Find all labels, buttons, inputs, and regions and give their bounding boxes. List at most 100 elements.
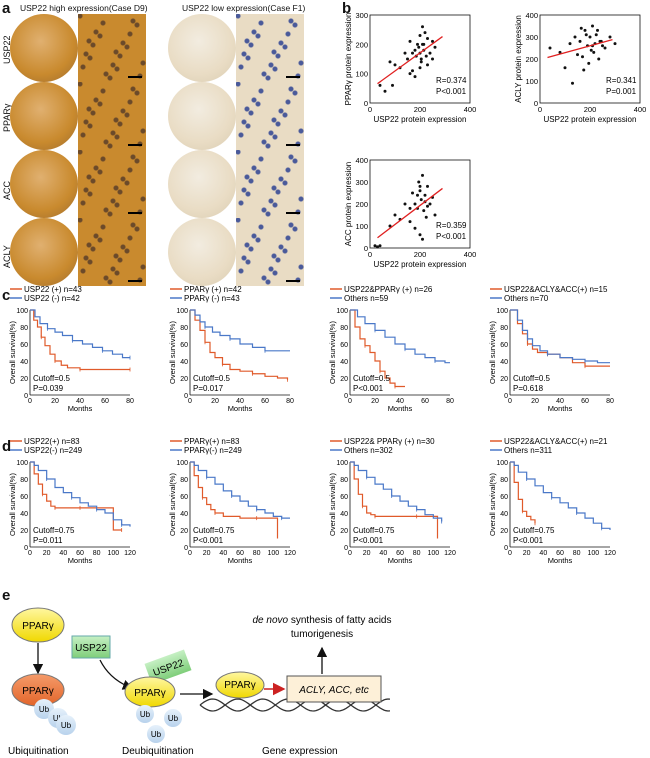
y-tick-label: 0 (24, 393, 28, 400)
x-tick-label: 80 (573, 550, 581, 557)
y-tick-label: 20 (500, 528, 508, 535)
scatter-point (431, 39, 434, 43)
scatter-plot-1: 0 200 400 0 100 200 300 USP22 protein expressio… (344, 11, 476, 124)
y-tick-label: 0 (364, 99, 368, 108)
panel-label-d: d (2, 438, 12, 455)
y-tick-label: 40 (340, 359, 348, 366)
x-tick-label: 80 (606, 398, 614, 405)
x-tick-label: 20 (523, 550, 531, 557)
scatter-point (589, 48, 593, 52)
y-tick-label: 20 (180, 376, 188, 383)
ihc-high-zoom-acc (78, 150, 146, 218)
y-tick-label: 20 (500, 376, 508, 383)
cutoff-label: Cutoff=0.5 (193, 374, 231, 383)
scatter-point (417, 180, 421, 184)
y-tick-label: 0 (184, 393, 188, 400)
y-axis-label: Overall survival(%) (168, 473, 177, 536)
legend-series-2: PPARγ (-) n=43 (184, 294, 240, 303)
y-tick-label: 0 (364, 244, 368, 253)
x-tick-label: 0 (28, 398, 32, 405)
scatter-point (571, 81, 574, 85)
y-axis-label: Overall survival(%) (488, 321, 497, 384)
x-tick-label: 100 (267, 550, 279, 557)
scatter-point (417, 45, 421, 49)
y-tick-label: 60 (180, 342, 188, 349)
scatter-point (421, 25, 424, 29)
scatter-point (419, 57, 423, 61)
scatter-point (431, 57, 434, 61)
y-tick-label: 40 (340, 511, 348, 518)
scatter-point (418, 189, 422, 193)
y-tick-label: 400 (355, 156, 368, 165)
ihc-high-core-pparγ (10, 82, 78, 150)
scatter-point (422, 209, 426, 213)
scatter-point (376, 245, 379, 249)
y-tick-label: 40 (20, 359, 28, 366)
ihc-high-core-usp22 (10, 14, 78, 82)
scatter-frame (539, 14, 641, 104)
y-axis-label: PPARγ protein expression (344, 13, 353, 106)
ub-label-2: Ub (53, 714, 64, 723)
ihc-high-zoom-usp22 (78, 14, 146, 82)
survival-plot: 0 20 40 60 80 100 0 20 40 60 80 100 120 Months Overall… (488, 437, 616, 565)
scatter-point (426, 204, 429, 208)
survival-plot: 0 20 40 60 80 100 0 20 40 60 80 Months Overall survi… (328, 285, 454, 413)
y-tick-label: 0 (344, 545, 348, 552)
y-tick-label: 80 (500, 477, 508, 484)
y-tick-label: 80 (20, 325, 28, 332)
pparg-label-bound: PPARγ (224, 680, 256, 691)
pparg-node-top (11, 607, 65, 643)
x-tick-label: 0 (188, 398, 192, 405)
survival-plot: 0 20 40 60 80 100 0 20 40 60 80 Months Overall survi… (488, 285, 614, 413)
x-tick-label: 0 (368, 250, 372, 259)
x-tick-label: 80 (253, 550, 261, 557)
x-tick-label: 40 (396, 398, 404, 405)
legend-series-2: Others n=311 (504, 446, 553, 455)
legend-series-1: USP22(+) n=83 (24, 437, 80, 446)
correlation-p: P<0.001 (436, 87, 467, 96)
y-tick-label: 80 (340, 477, 348, 484)
x-tick-label: 100 (427, 550, 439, 557)
ub-label-6: Ub (151, 730, 162, 739)
x-tick-label: 60 (556, 550, 564, 557)
x-axis-label: USP22 protein expression (374, 260, 467, 269)
km-curve-2 (30, 309, 130, 359)
p-value-label: P<0.001 (513, 536, 544, 545)
scale-bar (128, 144, 142, 146)
y-tick-label: 40 (180, 359, 188, 366)
x-tick-label: 40 (236, 398, 244, 405)
x-axis-label: Months (548, 556, 573, 565)
legend-series-1: USP22 (+) n=43 (24, 285, 82, 294)
x-tick-label: 40 (219, 550, 227, 557)
y-axis-label: Overall survival(%) (328, 321, 337, 384)
scatter-point (424, 215, 428, 219)
usp22-box (71, 635, 111, 659)
km-curve-2 (510, 461, 611, 530)
x-tick-label: 20 (211, 398, 219, 405)
km-curve-1 (190, 461, 279, 539)
y-axis-label: Overall survival(%) (8, 473, 17, 536)
x-axis-label: Months (388, 556, 413, 565)
step-gene-expression: Gene expression (262, 746, 338, 757)
km-curve-1 (350, 309, 405, 388)
x-axis-label: USP22 protein expression (544, 115, 637, 124)
x-tick-label: 0 (368, 105, 372, 114)
scatter-point (421, 237, 424, 241)
x-tick-label: 0 (188, 550, 192, 557)
y-tick-label: 400 (525, 11, 538, 20)
scatter-point (582, 68, 586, 72)
cutoff-label: Cutoff=0.5 (33, 374, 71, 383)
scatter-point (413, 226, 417, 230)
y-tick-label: 100 (176, 308, 188, 315)
scatter-point (391, 83, 394, 87)
x-tick-label: 0 (348, 398, 352, 405)
y-tick-label: 20 (20, 528, 28, 535)
scatter-point (416, 193, 419, 197)
ihc-low-core-acly (168, 218, 236, 286)
y-tick-label: 300 (355, 178, 368, 187)
correlation-r: R=0.374 (436, 76, 467, 85)
survival-plot: 0 20 40 60 80 100 0 20 40 60 80 100 120 Months Overall… (328, 437, 456, 565)
scatter-frame (369, 14, 471, 104)
ihc-high-zoom-pparγ (78, 82, 146, 150)
